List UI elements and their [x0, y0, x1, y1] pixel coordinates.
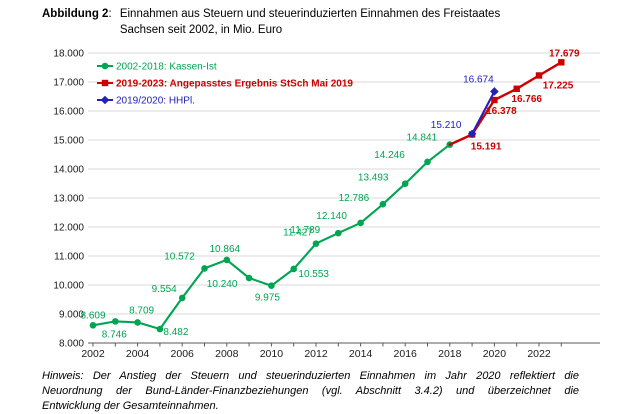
- x-axis-labels: 2002 2004 2006 2008 2010 2012 2014 2016 2018 2020…: [81, 348, 551, 360]
- y-tick-label: 14.000: [53, 165, 84, 176]
- x-tick-label: 2012: [304, 348, 328, 360]
- data-point-label: 13.493: [358, 173, 389, 184]
- footnote: Hinweis: Der Anstieg der Steuern und ste…: [42, 369, 579, 414]
- data-point-marker: [101, 79, 109, 87]
- data-point-marker: [223, 256, 231, 264]
- data-point-label: 17.679: [549, 48, 580, 59]
- y-tick-label: 17.000: [53, 78, 84, 89]
- data-point-label: 11.427: [283, 228, 313, 239]
- data-point-label: 16.766: [511, 94, 542, 105]
- data-point-marker: [101, 62, 109, 70]
- y-axis-labels: 18.000 17.000 16.000 15.000 14.000 13.000 12.0…: [53, 49, 84, 350]
- data-point-marker: [100, 95, 110, 105]
- grid: [88, 52, 600, 315]
- data-point-label: 8.609: [80, 310, 105, 321]
- data-point-label: 17.225: [543, 80, 574, 91]
- legend-item: 2002-2018: Kassen-Ist: [97, 62, 217, 73]
- y-tick-label: 12.000: [53, 223, 84, 234]
- y-tick-label: 8.000: [59, 339, 84, 350]
- legend-item: 2019-2023: Angepasstes Ergebnis StSch Ma…: [97, 79, 353, 90]
- y-tick-label: 13.000: [53, 194, 84, 205]
- x-tick-label: 2022: [527, 348, 551, 360]
- figure-title-line-2: Sachsen seit 2002, in Mio. Euro: [119, 24, 283, 36]
- x-tick-label: 2014: [349, 348, 373, 360]
- series-line: [471, 90, 496, 135]
- series-kassen-ist: 8.609 8.746 8.709 8.482 9.554 10.572 10.864 10.…: [80, 133, 454, 340]
- data-point-marker: [490, 87, 499, 96]
- data-point-label: 10.553: [298, 269, 329, 280]
- data-point-label: 12.786: [339, 193, 370, 204]
- data-point-label: 14.246: [374, 150, 405, 161]
- data-point-label: 8.482: [163, 327, 188, 338]
- data-point-label: 9.975: [255, 293, 280, 304]
- legend-label: 2002-2018: Kassen-Ist: [116, 62, 217, 73]
- data-point-marker: [89, 322, 97, 329]
- data-point-marker: [491, 96, 498, 104]
- data-point-label: 11.789: [290, 225, 320, 236]
- y-tick-label: 11.000: [54, 252, 84, 263]
- series-hhpl: 15.210 16.674: [431, 74, 499, 139]
- footnote-line-3: Entwicklung der Gesamteinnahmen.: [42, 400, 219, 412]
- x-tick-label: 2002: [81, 348, 105, 360]
- data-point-marker: [535, 72, 543, 79]
- data-point-label: 12.140: [316, 211, 347, 222]
- y-tick-label: 9.000: [59, 310, 84, 321]
- data-point-marker: [245, 274, 253, 282]
- data-point-marker: [401, 180, 409, 188]
- data-point-marker: [335, 229, 342, 237]
- data-point-marker: [134, 319, 141, 326]
- legend-item: 2019/2020: HHPl.: [97, 96, 195, 107]
- y-tick-label: 18.000: [53, 49, 84, 60]
- x-tick-label: 2008: [215, 348, 239, 360]
- x-tick-label: 2018: [438, 348, 462, 360]
- y-tick-label: 10.000: [53, 281, 84, 292]
- data-point-label: 10.864: [210, 244, 241, 255]
- x-tick-label: 2016: [394, 348, 418, 360]
- data-point-label: 9.554: [152, 284, 177, 295]
- y-tick-label: 15.000: [53, 136, 84, 147]
- legend-label: 2019-2023: Angepasstes Ergebnis StSch Ma…: [116, 79, 353, 90]
- data-point-marker: [268, 282, 275, 290]
- footnote-line-1: Hinweis: Der Anstieg der Steuern und ste…: [42, 370, 579, 382]
- data-point-marker: [424, 158, 431, 166]
- data-point-marker: [379, 200, 387, 208]
- series-line: [448, 61, 563, 146]
- data-point-marker: [290, 265, 298, 273]
- legend: 2002-2018: Kassen-Ist 2019-2023: Angepass…: [97, 62, 353, 107]
- legend-label: 2019/2020: HHPl.: [116, 96, 195, 107]
- data-point-marker: [467, 129, 477, 139]
- figure-title: Abbildung 2: Einnahmen aus Steuern und s…: [42, 6, 500, 38]
- data-point-marker: [112, 318, 119, 325]
- footnote-line-2: Neuordnung der Bund-Länder-Finanzbeziehu…: [42, 385, 579, 397]
- data-point-marker: [357, 219, 364, 227]
- data-point-label: 8.709: [129, 305, 154, 316]
- axes: [88, 342, 600, 347]
- x-tick-label: 2010: [260, 348, 284, 360]
- data-point-marker: [156, 325, 164, 333]
- data-point-marker: [513, 85, 520, 92]
- data-point-marker: [201, 265, 208, 272]
- data-point-label: 15.191: [471, 141, 502, 152]
- data-point-marker: [558, 59, 565, 66]
- data-point-label: 10.572: [164, 251, 195, 262]
- y-tick-label: 16.000: [53, 107, 84, 118]
- x-tick-label: 2020: [483, 348, 507, 360]
- data-point-marker: [312, 240, 320, 247]
- data-point-label: 16.674: [463, 74, 494, 85]
- data-point-label: 10.240: [207, 279, 238, 290]
- data-point-marker: [178, 294, 186, 302]
- x-tick-label: 2006: [171, 348, 195, 360]
- figure-label-colon: :: [108, 8, 115, 20]
- data-point-label: 16.378: [486, 106, 517, 117]
- data-point-label: 8.746: [102, 329, 127, 340]
- data-point-label: 14.841: [407, 133, 438, 144]
- figure-label: Abbildung 2: [42, 8, 109, 20]
- data-point-label: 15.210: [431, 120, 462, 131]
- figure-title-text: Einnahmen aus Steuern und steuerinduzier…: [120, 6, 500, 38]
- figure-title-line-1: Einnahmen aus Steuern und steuerinduzier…: [119, 8, 501, 20]
- x-tick-label: 2004: [126, 348, 150, 360]
